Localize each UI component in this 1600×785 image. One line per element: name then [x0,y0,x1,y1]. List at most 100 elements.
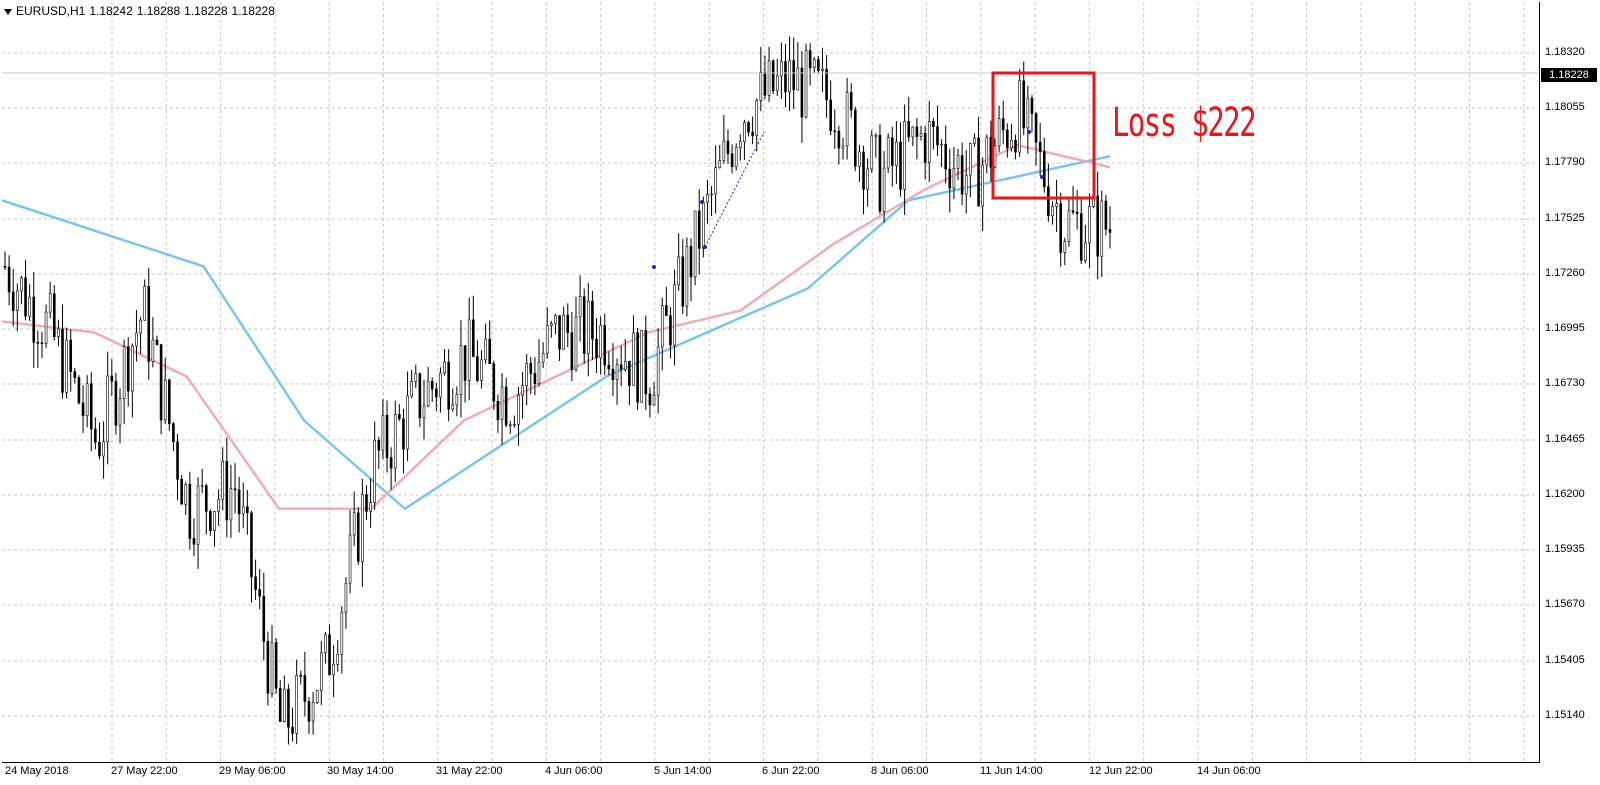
candle-body [960,155,964,195]
candle-body [278,687,282,722]
price-tick: 1.15670 [1545,598,1585,610]
candle-body [907,121,911,138]
candle-body [303,675,307,702]
candle-body [747,122,750,133]
candle-body [57,328,60,337]
candle-body [792,60,795,91]
candle-body [743,122,746,143]
candle-body [862,151,865,190]
candle-body [1042,151,1046,188]
candle-body [878,134,882,212]
candle-body [541,353,545,363]
candle-body [266,641,270,694]
dropdown-triangle-icon[interactable] [4,8,12,15]
candle-body [65,339,68,393]
candle-body [903,121,906,190]
candle-body [804,50,808,118]
candle-body [192,538,196,545]
candle-body [356,512,360,562]
candle-body [81,402,85,417]
candle-body [435,388,438,398]
candle-body [800,67,804,118]
candle-body [430,381,434,390]
candle-body [467,319,471,381]
candle-body [73,371,77,378]
candle-body [599,325,602,359]
candle-body [373,439,377,503]
symbol-label: EURUSD,H1 [16,4,86,18]
candle-body [1051,206,1054,217]
candle-body [250,512,253,578]
candle-body [1079,213,1083,261]
candle-body [102,441,105,457]
candle-body [521,385,524,396]
candle-body [369,502,372,512]
symbol-header: EURUSD,H1 1.18242 1.18288 1.18228 1.18228 [4,3,275,19]
candle-body [932,121,935,127]
candle-body [324,634,327,654]
candle-body [890,137,894,166]
candle-body [808,50,812,69]
candle-body [660,305,664,348]
price-tick: 1.17525 [1545,212,1585,224]
candle-body [476,356,479,381]
open-value: 1.18242 [89,4,133,18]
candle-body [882,167,886,212]
candle-body [697,210,701,249]
candle-body [196,485,200,545]
candle-body [311,702,315,722]
candle-body [204,485,208,512]
candle-body [508,424,512,427]
candle-body [948,168,952,189]
candle-body [488,338,492,365]
candle-body [817,59,820,71]
candle-body [40,342,44,345]
price-chart[interactable] [2,2,1539,762]
candle-body [734,147,738,168]
price-tick: 1.16995 [1545,322,1585,334]
candle-body [151,339,155,362]
candle-body [61,328,64,393]
candle-body [763,71,767,96]
time-tick: 30 May 14:00 [327,765,394,777]
candle-body [48,293,52,313]
candle-body [283,688,286,722]
candle-body [254,576,257,590]
price-tick: 1.16200 [1545,488,1585,500]
candle-body [1038,141,1042,152]
candle-body [677,256,680,286]
candle-body [340,611,344,655]
candle-body [484,338,487,361]
candle-body [496,400,500,421]
plot-area[interactable] [2,2,1540,763]
candle-body [241,506,245,515]
candle-body [652,394,656,406]
candle-body [578,296,582,318]
candle-body [919,133,923,137]
fast-moving-average-line [2,144,1111,510]
candle-body [1026,97,1030,129]
candle-body [287,688,290,728]
candle-body [258,589,261,597]
candle-body [89,383,93,430]
candle-body [172,423,175,443]
candle-body [1108,229,1112,233]
candle-body [619,364,623,370]
candle-body [915,126,919,137]
candle-body [447,361,450,410]
candle-body [796,67,800,91]
candle-body [870,135,874,170]
candle-body [69,339,73,372]
candle-body [36,342,40,344]
candle-body [997,118,1001,147]
candle-body [295,675,298,734]
candle-body [615,364,619,381]
candle-body [480,359,483,381]
candle-body [7,266,11,293]
candle-body [200,485,204,488]
candle-body [439,372,442,398]
candle-body [274,642,278,689]
candle-body [217,498,220,512]
price-tick: 1.17790 [1545,156,1585,168]
